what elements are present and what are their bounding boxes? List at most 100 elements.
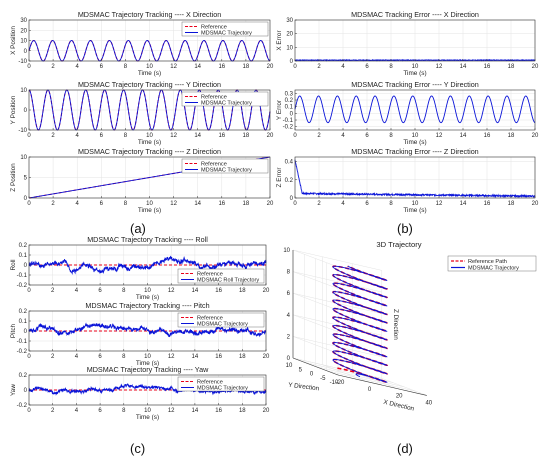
- x-tick-label: 14: [194, 201, 201, 207]
- legend-box: [181, 21, 269, 37]
- legend-box: [177, 268, 265, 284]
- chart-title: MDSMAC Tracking Error ---- X Direction: [351, 10, 479, 19]
- x-tick-label: 20: [263, 354, 270, 360]
- x-tick-label: 18: [508, 201, 515, 207]
- series-line-error: [294, 159, 536, 199]
- x-tick-label: 10: [412, 201, 419, 207]
- x-tick-label: 8: [124, 133, 128, 139]
- chart-b1: 0 2 4 6 8 10 12 14 16 18 20 0 10 20 30 MDSMAC Tracking …: [276, 10, 539, 77]
- y-tick-label: 0.1: [19, 253, 28, 259]
- x-tick-label: 12: [436, 64, 443, 70]
- legend-label: Reference: [197, 380, 223, 386]
- panel-label-c: (c): [130, 441, 145, 456]
- legend-label: MDSMAC Trajectory: [468, 266, 519, 272]
- x-tick-label: 8: [389, 64, 393, 70]
- x-tick-label: 4: [341, 133, 345, 139]
- x-tick-label: 0: [293, 64, 297, 70]
- x-tick-label: 6: [365, 64, 369, 70]
- x-tick-label: 6: [100, 64, 104, 70]
- x-tick-label: 12: [168, 288, 175, 294]
- x-tick-label: 4: [341, 201, 345, 207]
- legend-box: [181, 158, 269, 174]
- x-tick-label: 12: [170, 201, 177, 207]
- chart-title: MDSMAC Trajectory Tracking ---- X Direct…: [78, 10, 221, 19]
- y-tick-label: 0.1: [19, 319, 28, 325]
- legend-label: MDSMAC Trajectory: [201, 101, 252, 107]
- y-tick-label: -0.1: [17, 273, 28, 279]
- x-tick-label: 14: [194, 133, 201, 139]
- x-tick-label: 0: [27, 354, 31, 360]
- grid-line-3d: [326, 370, 416, 392]
- x-tick-label: 16: [215, 408, 222, 414]
- x-tick-label: 8: [124, 201, 128, 207]
- x-tick-label: 0: [27, 133, 31, 139]
- x-tick-label: 16: [218, 201, 225, 207]
- y-tick-label: -10: [18, 59, 27, 65]
- x-tick-label: 16: [218, 133, 225, 139]
- grid-line-3d: [292, 249, 382, 271]
- x-tick-label: 14: [192, 354, 199, 360]
- x-tick-label: 2: [51, 354, 55, 360]
- chart-b2: 0 2 4 6 8 10 12 14 16 18 20-0.2-0.100.10.20.3MDSMA…: [276, 80, 539, 146]
- panel-label-b: (b): [397, 221, 413, 236]
- legend-label: MDSMAC Roll Trajectory: [197, 278, 259, 284]
- legend-label: Reference: [201, 162, 227, 168]
- z-tick-label: 6: [287, 291, 291, 297]
- x-tick-label: 20: [532, 201, 539, 207]
- grid-line-3d: [292, 292, 382, 314]
- y-tick-label: -0.2: [283, 125, 294, 131]
- x-axis-label: X Direction: [383, 399, 415, 413]
- x-tick-label: 16: [215, 288, 222, 294]
- x-tick-label: 12: [436, 133, 443, 139]
- y-tick-label: 30: [20, 18, 27, 24]
- y-tick-label: -0.2: [17, 403, 28, 409]
- trajectory-mdsmac-trajectory: [332, 265, 388, 383]
- x-axis-line: [337, 374, 427, 396]
- y-tick-label: 0: [24, 49, 28, 55]
- y-tick-label: 0: [24, 263, 28, 269]
- x-tick-label: 14: [460, 201, 467, 207]
- legend-box: [177, 312, 265, 328]
- panel-label-a: (a): [130, 221, 146, 236]
- legend-label: Reference: [201, 25, 227, 31]
- z-tick-label: 0: [287, 356, 291, 362]
- x-tick-label: 0: [368, 387, 372, 393]
- y-tick-label: 0.2: [285, 178, 294, 184]
- x-axis-label: Time (s): [138, 70, 161, 77]
- y-tick-label: -10: [18, 128, 27, 134]
- y-axis-label: Pitch: [10, 323, 17, 338]
- x-tick-label: 2: [51, 408, 55, 414]
- x-tick-label: 18: [243, 133, 250, 139]
- y-tick-label: 10: [20, 155, 27, 161]
- x-tick-label: 18: [239, 354, 246, 360]
- y-tick-label: 0: [24, 388, 28, 394]
- y-tick-label: 10: [20, 39, 27, 45]
- x-tick-label: 4: [75, 288, 79, 294]
- y-tick-label: -10: [330, 380, 339, 386]
- legend-box: [177, 376, 265, 392]
- legend-label: MDSMAC Trajectory: [197, 386, 248, 392]
- x-tick-label: 8: [122, 288, 126, 294]
- y-tick-label: 0: [24, 108, 28, 114]
- y-tick-label: 0.4: [285, 160, 294, 166]
- panel-label-d: (d): [397, 441, 413, 456]
- y-tick-label: 0: [24, 196, 28, 202]
- y-tick-label: 0.2: [19, 243, 28, 249]
- x-tick-label: 0: [27, 64, 31, 70]
- y-tick-label: 0: [290, 111, 294, 117]
- y-tick-label: -5: [320, 376, 326, 382]
- x-tick-label: 6: [98, 354, 102, 360]
- z-tick-label: 8: [287, 270, 291, 276]
- y-tick-label: 10: [20, 88, 27, 94]
- y-tick-label: -0.2: [17, 349, 28, 355]
- x-tick-label: 2: [317, 64, 321, 70]
- x-tick-label: 6: [365, 201, 369, 207]
- x-tick-label: 6: [100, 201, 104, 207]
- x-tick-label: 4: [75, 408, 79, 414]
- x-tick-label: 14: [460, 133, 467, 139]
- legend-box: [447, 255, 537, 272]
- y-tick-label: 20: [20, 28, 27, 34]
- series-line-mdsmac-roll-trajectory: [28, 255, 267, 275]
